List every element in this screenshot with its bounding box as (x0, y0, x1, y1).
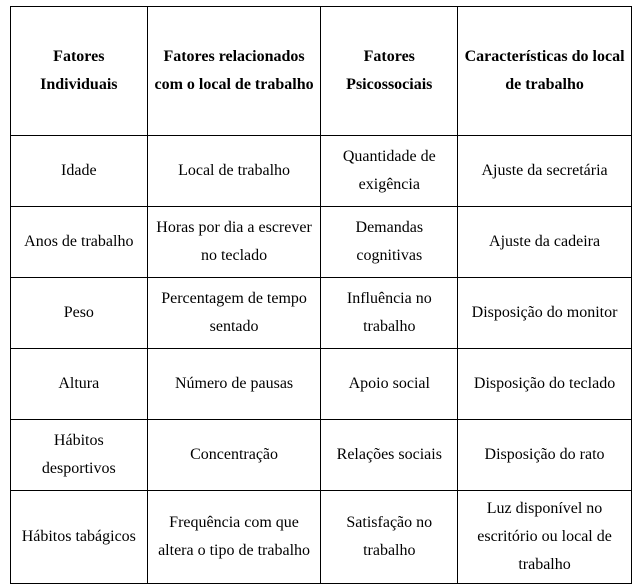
table-row: Idade Local de trabalho Quantidade de ex… (11, 136, 632, 207)
table-cell: Horas por dia a escrever no teclado (147, 207, 321, 278)
table-cell: Quantidade de exigência (321, 136, 458, 207)
table-cell: Altura (11, 349, 148, 420)
page: Fatores Individuais Fatores relacionados… (0, 0, 642, 551)
table-cell: Frequência com que altera o tipo de trab… (147, 491, 321, 584)
col-header: Fatores relacionados com o local de trab… (147, 7, 321, 136)
table-cell: Disposição do monitor (458, 278, 632, 349)
table-cell: Luz disponível no escritório ou local de… (458, 491, 632, 584)
table-row: Altura Número de pausas Apoio social Dis… (11, 349, 632, 420)
col-header: Fatores Psicossociais (321, 7, 458, 136)
table-cell: Disposição do rato (458, 420, 632, 491)
table-header-row: Fatores Individuais Fatores relacionados… (11, 7, 632, 136)
table-row: Anos de trabalho Horas por dia a escreve… (11, 207, 632, 278)
table-cell: Satisfação no trabalho (321, 491, 458, 584)
col-header: Características do local de trabalho (458, 7, 632, 136)
table-cell: Local de trabalho (147, 136, 321, 207)
table-row: Peso Percentagem de tempo sentado Influê… (11, 278, 632, 349)
table-cell: Percentagem de tempo sentado (147, 278, 321, 349)
table-row: Hábitos desportivos Concentração Relaçõe… (11, 420, 632, 491)
table-cell: Ajuste da secretária (458, 136, 632, 207)
table-row: Hábitos tabágicos Frequência com que alt… (11, 491, 632, 584)
factors-table: Fatores Individuais Fatores relacionados… (10, 6, 632, 584)
table-cell: Disposição do teclado (458, 349, 632, 420)
table-cell: Hábitos tabágicos (11, 491, 148, 584)
table-cell: Relações sociais (321, 420, 458, 491)
table-cell: Anos de trabalho (11, 207, 148, 278)
table-cell: Ajuste da cadeira (458, 207, 632, 278)
table-cell: Demandas cognitivas (321, 207, 458, 278)
table-cell: Idade (11, 136, 148, 207)
col-header: Fatores Individuais (11, 7, 148, 136)
table-cell: Peso (11, 278, 148, 349)
table-cell: Número de pausas (147, 349, 321, 420)
table-cell: Influência no trabalho (321, 278, 458, 349)
table-cell: Hábitos desportivos (11, 420, 148, 491)
table-cell: Apoio social (321, 349, 458, 420)
table-cell: Concentração (147, 420, 321, 491)
